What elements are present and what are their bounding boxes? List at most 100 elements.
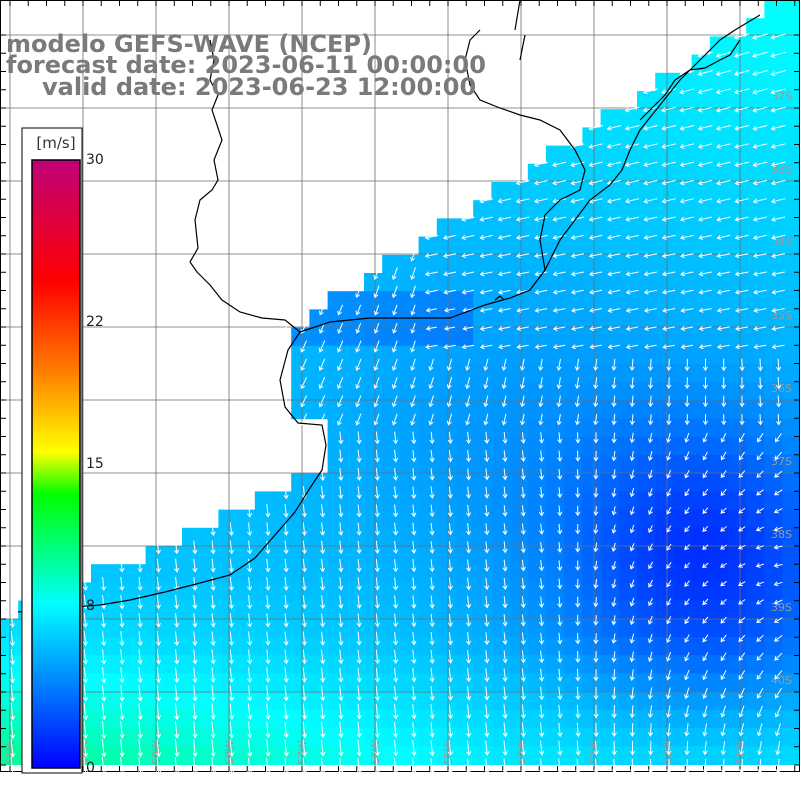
wind-arrow: [247, 613, 253, 628]
wind-arrow: [684, 687, 690, 700]
wind-arrow: [534, 307, 548, 313]
field-cell: [618, 436, 638, 456]
wind-arrow: [192, 631, 198, 647]
wind-arrow: [265, 721, 271, 739]
longitude-label: 58W: [223, 740, 236, 765]
wind-arrow: [629, 414, 635, 426]
field-cell: [236, 582, 256, 602]
field-cell: [218, 509, 238, 529]
field-cell: [309, 618, 329, 638]
wind-arrow: [575, 523, 581, 535]
wind-arrow: [625, 307, 639, 313]
wind-arrow: [465, 413, 471, 426]
wind-arrow: [424, 289, 438, 295]
wind-arrow: [575, 758, 581, 775]
wind-arrow: [648, 543, 653, 552]
wind-arrow: [666, 634, 672, 644]
field-cell: [782, 509, 800, 529]
field-cell: [709, 709, 729, 729]
wind-arrow: [698, 216, 713, 222]
field-cell: [782, 546, 800, 565]
field-cell: [327, 309, 347, 329]
field-cell: [473, 618, 492, 638]
field-cell: [127, 655, 147, 674]
field-cell: [618, 564, 638, 583]
wind-arrow: [593, 524, 599, 535]
wind-arrow: [497, 198, 512, 204]
latitude-label: 37S: [771, 455, 792, 468]
wind-arrow: [519, 377, 525, 390]
field-cell: [109, 618, 128, 638]
field-cell: [782, 364, 800, 383]
wind-arrow: [589, 325, 602, 332]
field-cell: [91, 728, 110, 747]
wind-arrow: [753, 289, 767, 295]
wind-arrow: [661, 179, 676, 186]
wind-arrow: [283, 631, 289, 646]
wind-arrow: [174, 757, 180, 776]
wind-arrow: [119, 558, 125, 573]
wind-arrow: [410, 413, 416, 426]
wind-arrow: [648, 506, 653, 515]
field-cell: [691, 746, 711, 765]
wind-arrow: [679, 106, 695, 113]
field-cell: [673, 127, 693, 147]
field-cell: [764, 291, 784, 310]
field-cell: [564, 618, 583, 638]
field-cell: [728, 182, 747, 201]
field-cell: [673, 600, 693, 620]
wind-arrow: [424, 234, 439, 240]
field-cell: [764, 200, 784, 219]
wind-arrow: [374, 613, 380, 628]
wind-arrow: [411, 468, 417, 481]
field-cell: [382, 455, 401, 474]
wind-arrow: [155, 595, 161, 610]
field-cell: [455, 400, 474, 420]
field-cell: [655, 564, 674, 583]
wind-arrow: [429, 504, 435, 518]
wind-arrow: [757, 741, 763, 756]
field-cell: [309, 655, 329, 674]
field-cell: [618, 618, 638, 638]
wind-arrow: [174, 739, 180, 758]
field-cell: [473, 455, 492, 474]
wind-arrow: [374, 703, 380, 720]
field-cell: [673, 182, 693, 201]
wind-arrow: [666, 414, 672, 426]
wind-arrow: [752, 70, 768, 77]
field-cell: [691, 163, 711, 183]
field-cell: [673, 655, 693, 674]
field-cell: [436, 309, 456, 329]
field-cell: [582, 327, 602, 347]
field-cell: [473, 527, 492, 547]
wind-arrow: [210, 540, 216, 555]
field-cell: [673, 473, 693, 492]
wind-arrow: [734, 143, 750, 149]
field-cell: [145, 564, 165, 583]
field-cell: [782, 564, 800, 583]
wind-arrow: [356, 703, 362, 720]
field-cell: [291, 600, 310, 620]
field-cell: [382, 582, 401, 602]
field-cell: [436, 364, 456, 383]
field-cell: [764, 182, 784, 201]
field-cell: [637, 163, 656, 183]
field-cell: [691, 709, 711, 729]
wind-arrow: [720, 451, 727, 461]
wind-arrow: [156, 721, 162, 739]
field-cell: [655, 309, 674, 329]
field-cell: [218, 655, 238, 674]
wind-arrow: [752, 234, 767, 240]
wind-arrow: [734, 253, 749, 259]
wind-arrow: [588, 253, 603, 259]
field-cell: [473, 273, 492, 292]
field-cell: [400, 709, 420, 729]
wind-arrow: [571, 344, 584, 350]
wind-arrow: [534, 271, 548, 277]
field-cell: [764, 127, 784, 147]
coastline-path: [514, 0, 526, 61]
wind-arrow: [575, 668, 581, 682]
wind-arrow: [101, 721, 107, 739]
wind-arrow: [462, 325, 474, 331]
wind-arrow: [698, 271, 712, 277]
